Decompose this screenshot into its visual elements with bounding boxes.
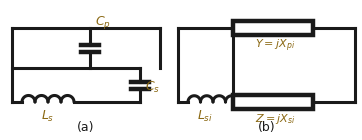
Bar: [233, 21, 313, 35]
Text: (b): (b): [258, 122, 275, 135]
Text: (a): (a): [77, 122, 95, 135]
Bar: [233, 95, 313, 109]
Text: $L_{si}$: $L_{si}$: [197, 108, 213, 124]
Text: $L_s$: $L_s$: [41, 108, 55, 124]
Text: $Y=jX_{pi}$: $Y=jX_{pi}$: [255, 38, 295, 54]
Text: $Z=jX_{si}$: $Z=jX_{si}$: [255, 112, 295, 126]
Text: $C_s$: $C_s$: [146, 80, 161, 95]
Text: $C_p$: $C_p$: [95, 13, 111, 31]
